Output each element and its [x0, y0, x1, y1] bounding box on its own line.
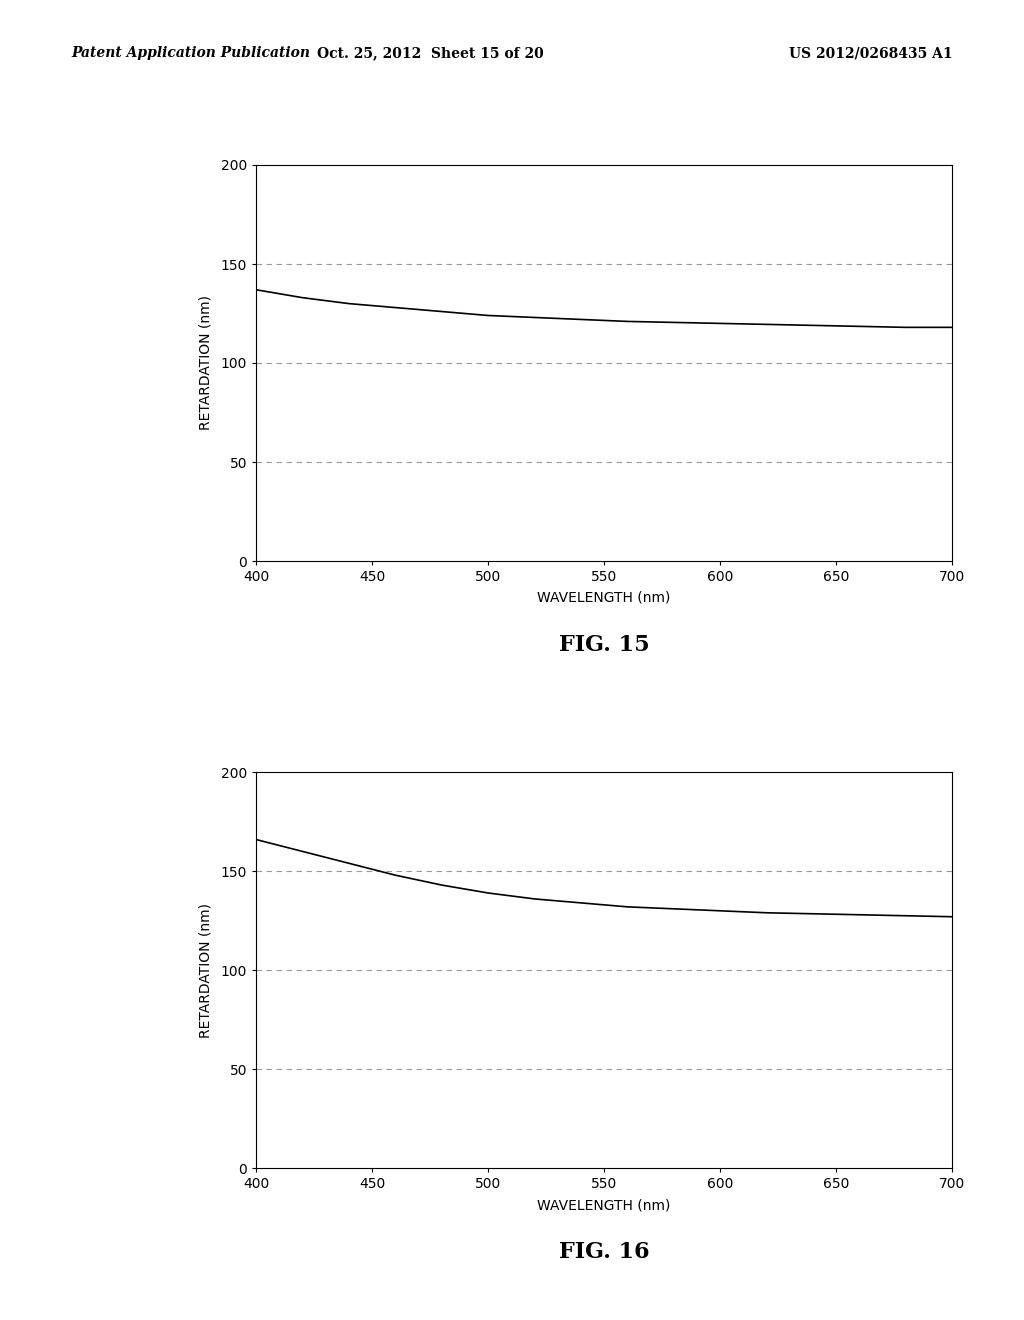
Text: US 2012/0268435 A1: US 2012/0268435 A1	[788, 46, 952, 61]
X-axis label: WAVELENGTH (nm): WAVELENGTH (nm)	[538, 591, 671, 605]
Y-axis label: RETARDATION (nm): RETARDATION (nm)	[199, 296, 212, 430]
Text: Oct. 25, 2012  Sheet 15 of 20: Oct. 25, 2012 Sheet 15 of 20	[316, 46, 544, 61]
Text: FIG. 16: FIG. 16	[559, 1241, 649, 1263]
Y-axis label: RETARDATION (nm): RETARDATION (nm)	[199, 903, 212, 1038]
X-axis label: WAVELENGTH (nm): WAVELENGTH (nm)	[538, 1199, 671, 1212]
Text: Patent Application Publication: Patent Application Publication	[72, 46, 310, 61]
Text: FIG. 15: FIG. 15	[559, 634, 649, 656]
